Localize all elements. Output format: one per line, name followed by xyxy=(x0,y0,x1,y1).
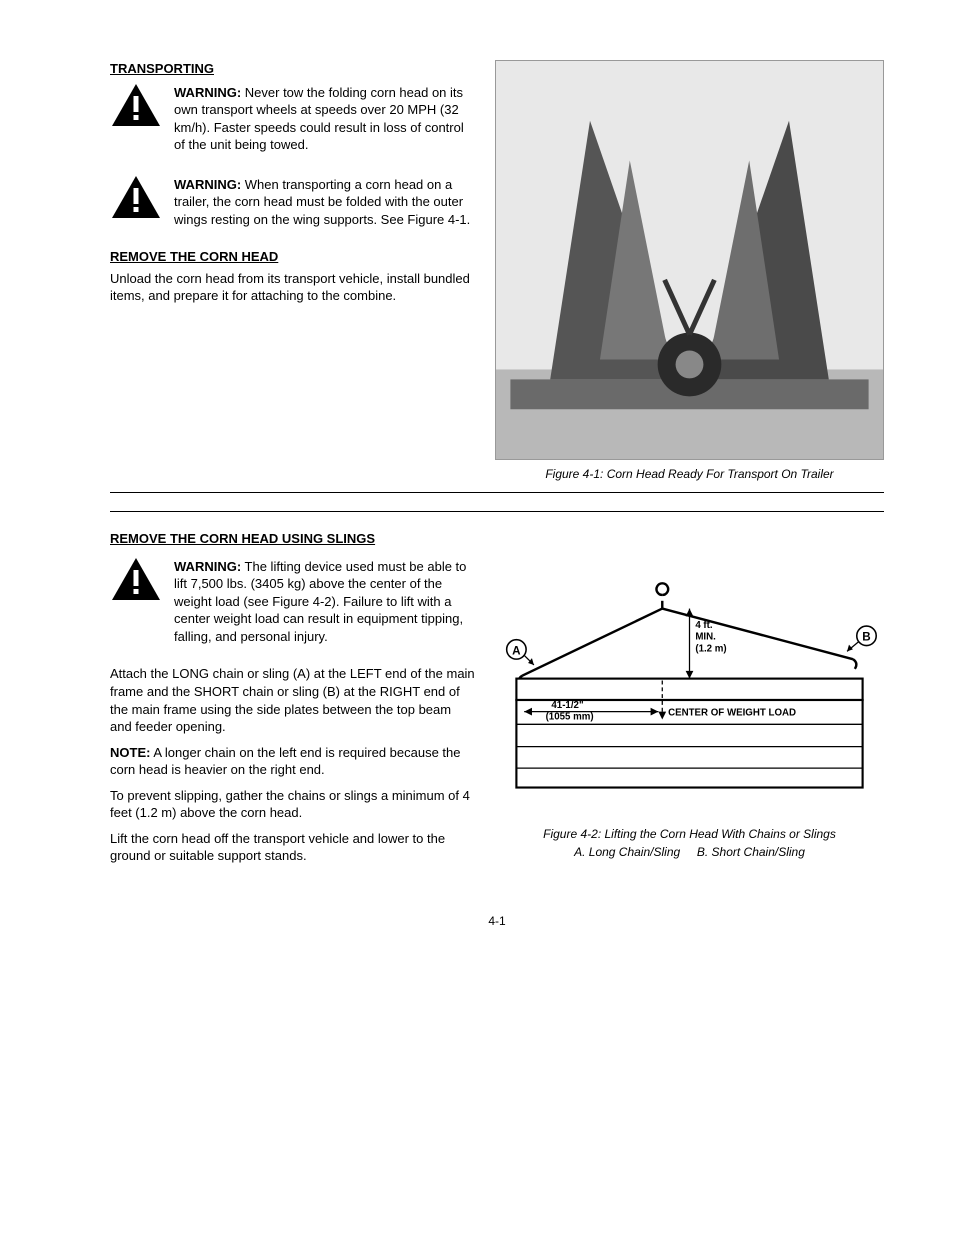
warning-icon xyxy=(110,174,162,220)
slings-p1: Attach the LONG chain or sling (A) at th… xyxy=(110,665,475,735)
page-number: 4-1 xyxy=(110,913,884,929)
warning-speed-text: WARNING: Never tow the folding corn head… xyxy=(174,82,475,160)
transporting-title: TRANSPORTING xyxy=(110,60,475,78)
lifting-diagram: A B 4 ft. MIN. (1.2 m) xyxy=(495,580,884,820)
svg-text:(1055 mm): (1055 mm) xyxy=(546,712,594,723)
warning-label: WARNING: xyxy=(174,177,241,192)
svg-text:CENTER OF WEIGHT LOAD: CENTER OF WEIGHT LOAD xyxy=(668,708,796,719)
slings-right: A B 4 ft. MIN. (1.2 m) xyxy=(495,530,884,873)
svg-text:MIN.: MIN. xyxy=(695,632,716,643)
figure-4-2-parts: A. Long Chain/Sling B. Short Chain/Sling xyxy=(495,844,884,860)
note-text: A longer chain on the left end is requir… xyxy=(110,745,461,778)
warning-icon xyxy=(110,82,162,128)
transporting-photo-col: Figure 4-1: Corn Head Ready For Transpor… xyxy=(495,60,884,482)
warning-speed: WARNING: Never tow the folding corn head… xyxy=(110,82,475,160)
slings-title: REMOVE THE CORN HEAD USING SLINGS xyxy=(110,530,475,548)
transporting-row: TRANSPORTING WARNING: Never tow the fold… xyxy=(110,60,884,482)
remove-title: REMOVE THE CORN HEAD xyxy=(110,248,475,266)
figure-part-b: B. Short Chain/Sling xyxy=(697,845,805,859)
warning-trailer: WARNING: When transporting a corn head o… xyxy=(110,174,475,235)
slings-row: REMOVE THE CORN HEAD USING SLINGS WARNIN… xyxy=(110,530,884,873)
diagram-label-a: A xyxy=(512,644,521,657)
note-label: NOTE: xyxy=(110,745,150,760)
svg-text:(1.2 m): (1.2 m) xyxy=(695,644,726,655)
figure-part-a: A. Long Chain/Sling xyxy=(574,845,680,859)
figure-4-1-caption: Figure 4-1: Corn Head Ready For Transpor… xyxy=(495,466,884,482)
warning-lift-text: WARNING: The lifting device used must be… xyxy=(174,556,475,652)
divider-2 xyxy=(110,511,884,512)
divider-1 xyxy=(110,492,884,493)
svg-text:4 ft.: 4 ft. xyxy=(695,620,713,631)
warning-trailer-text: WARNING: When transporting a corn head o… xyxy=(174,174,475,235)
svg-text:41-1/2": 41-1/2" xyxy=(551,700,583,711)
warning-icon xyxy=(110,556,162,602)
transporting-text-col: TRANSPORTING WARNING: Never tow the fold… xyxy=(110,60,475,482)
remove-text: Unload the corn head from its transport … xyxy=(110,270,475,305)
transport-photo xyxy=(495,60,884,460)
diagram-label-b: B xyxy=(862,631,870,644)
slings-p4: Lift the corn head off the transport veh… xyxy=(110,830,475,865)
figure-4-2-caption: Figure 4-2: Lifting the Corn Head With C… xyxy=(495,826,884,842)
slings-left: REMOVE THE CORN HEAD USING SLINGS WARNIN… xyxy=(110,530,475,873)
slings-body: Attach the LONG chain or sling (A) at th… xyxy=(110,665,475,864)
warning-lift: WARNING: The lifting device used must be… xyxy=(110,556,475,652)
slings-note: NOTE: A longer chain on the left end is … xyxy=(110,744,475,779)
slings-p3: To prevent slipping, gather the chains o… xyxy=(110,787,475,822)
warning-label: WARNING: xyxy=(174,85,241,100)
warning-label: WARNING: xyxy=(174,559,241,574)
